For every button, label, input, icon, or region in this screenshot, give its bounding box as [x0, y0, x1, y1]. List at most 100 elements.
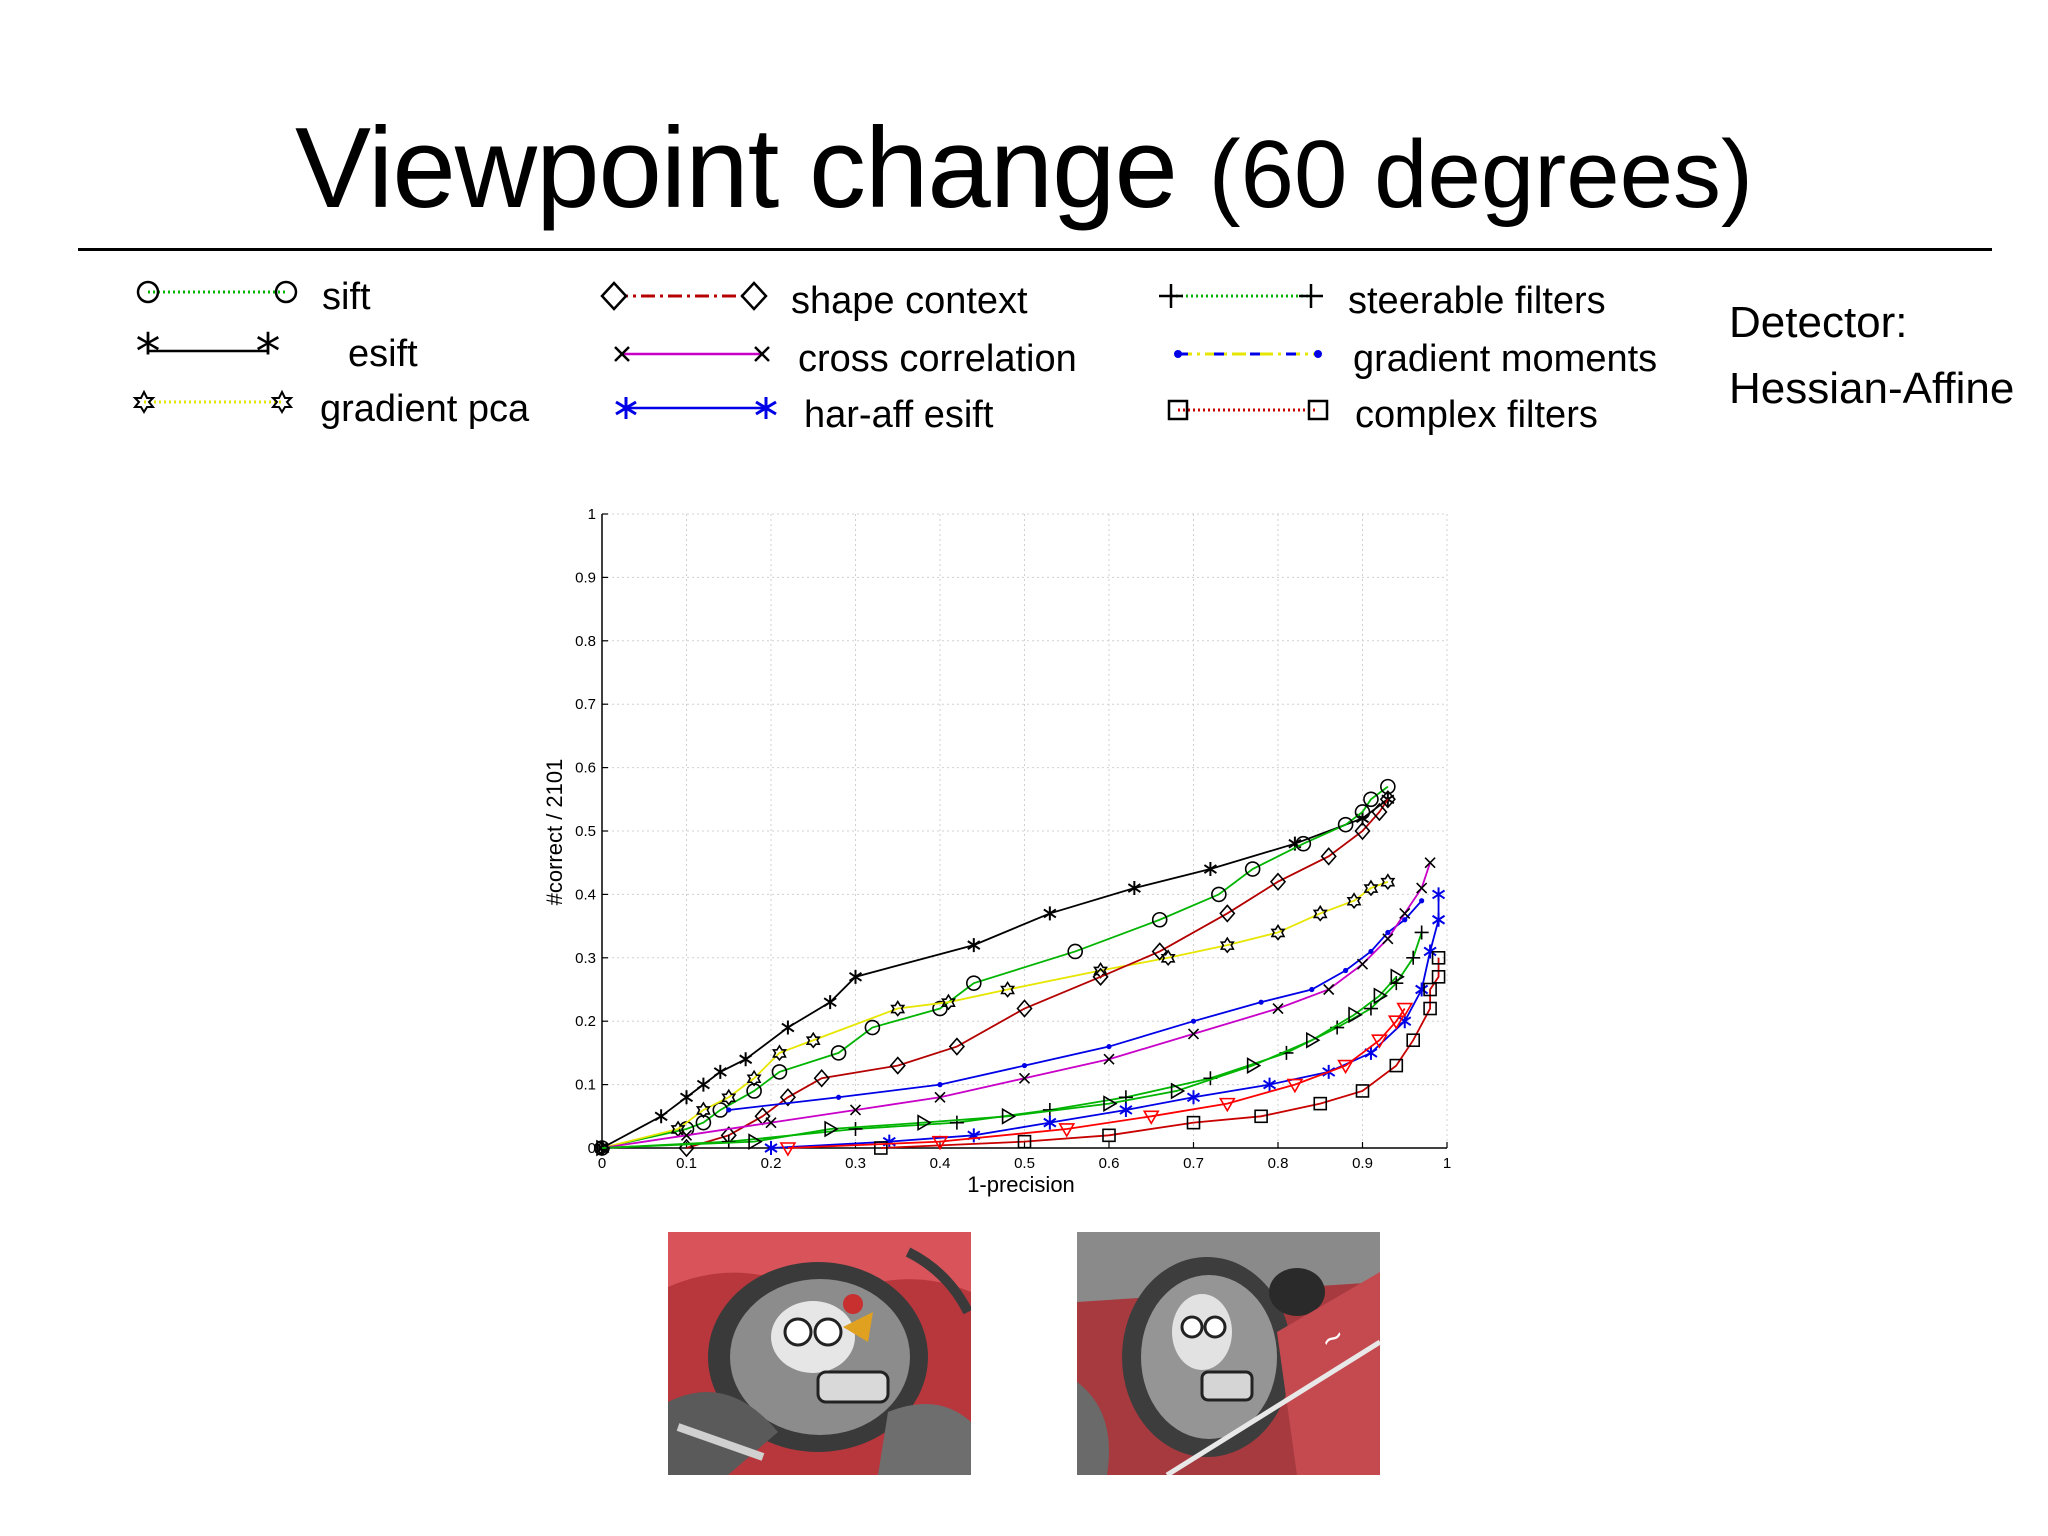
data-point-triangles-down	[779, 1142, 797, 1157]
data-point-gradient-pca	[721, 1088, 737, 1106]
series-line-complex-filters	[880, 957, 1440, 1149]
data-point-sift	[864, 1019, 881, 1036]
y-tick-label: 0.2	[575, 1013, 596, 1030]
data-point-triangles-down	[1058, 1123, 1076, 1138]
y-tick-label: 0.9	[575, 569, 596, 586]
data-point-steerable-filters	[1118, 1090, 1133, 1105]
data-point-shape-context	[1371, 802, 1388, 822]
data-point-cross-correlation	[1103, 1053, 1115, 1065]
legend-swatch-gradient-moments	[1174, 350, 1322, 358]
legend-label-sift: sift	[322, 276, 371, 318]
series-line-gradient-moments	[728, 900, 1423, 1111]
data-point-shape-context	[1092, 967, 1109, 987]
data-point-esift	[823, 995, 837, 1010]
data-point-gradient-pca	[940, 993, 956, 1011]
data-point-complex-filters-triangles	[1246, 1057, 1262, 1074]
data-point-har-aff-esift	[1186, 1090, 1201, 1105]
slide-title: Viewpoint change (60 degrees)	[0, 112, 2048, 226]
data-point-har-aff-esift	[1119, 1102, 1133, 1117]
data-point-gradient-moments	[1402, 917, 1408, 923]
data-point-gradient-pca	[1160, 949, 1176, 967]
series-line-har-aff-esift	[770, 894, 1440, 1149]
data-point-complex-filters-triangles	[824, 1120, 839, 1138]
x-tick-label: 0	[598, 1155, 606, 1172]
data-point-esift	[1203, 862, 1217, 877]
data-point-steerable-filters	[949, 1115, 964, 1130]
legend-label-gradient-moments: gradient moments	[1353, 338, 1658, 380]
detector-value: Hessian-Affine	[1729, 364, 2015, 413]
data-point-steerable-filters	[1414, 925, 1429, 940]
data-point-har-aff-esift	[1431, 912, 1446, 927]
data-point-cross-correlation	[765, 1117, 777, 1129]
svg-text:*: *	[136, 323, 161, 381]
data-point-sift	[1211, 886, 1227, 903]
data-point-esift	[654, 1109, 668, 1124]
data-point-cross-correlation	[680, 1129, 693, 1141]
legend-swatch-gradient-pca	[132, 389, 294, 414]
data-point-sift	[1151, 911, 1168, 928]
series-line-sift	[601, 785, 1389, 1149]
data-point-esift	[967, 938, 981, 953]
data-point-cross-correlation	[934, 1091, 946, 1103]
data-point-shape-context	[1151, 942, 1168, 961]
data-point-shape-context	[1379, 790, 1396, 809]
data-point-complex-filters-triangles	[1373, 987, 1388, 1005]
data-point-complex-filters-triangles	[1103, 1095, 1118, 1113]
legend-label-steerable-filters: steerable filters	[1348, 280, 1606, 322]
data-point-gradient-moments	[1258, 999, 1264, 1005]
data-point-gradient-pca	[1380, 873, 1396, 890]
x-tick-label: 0.4	[930, 1155, 951, 1172]
y-tick-label: 1	[588, 506, 596, 523]
data-point-gradient-moments	[836, 1094, 842, 1100]
data-point-gradient-moments	[1309, 986, 1315, 993]
data-point-gradient-moments	[1021, 1062, 1028, 1069]
slide-title-sub: (60 degrees)	[1208, 121, 1753, 228]
x-tick-label: 0.1	[676, 1155, 697, 1172]
legend-label-cross-correlation: cross correlation	[798, 338, 1077, 380]
data-point-gradient-moments	[1106, 1043, 1112, 1050]
data-point-esift	[1043, 906, 1057, 921]
data-point-sift	[695, 1114, 712, 1131]
data-point-sift	[1363, 791, 1379, 808]
x-tick-label: 0.6	[1099, 1155, 1120, 1172]
data-point-cross-correlation	[1187, 1028, 1200, 1040]
data-point-cross-correlation	[1323, 983, 1335, 996]
series-line-gradient-pca	[601, 880, 1389, 1149]
legend-label-shape-context: shape context	[791, 280, 1028, 322]
data-point-shape-context	[1320, 847, 1337, 866]
y-tick-label: 0.5	[575, 823, 596, 840]
data-point-triangles-down	[1337, 1059, 1354, 1075]
x-tick-label: 0.7	[1183, 1155, 1204, 1172]
data-point-gradient-pca	[771, 1044, 787, 1062]
data-point-cross-correlation	[1356, 958, 1369, 970]
legend: sift * * esift gradient pca shape contex…	[0, 0, 2048, 460]
data-point-sift	[1380, 778, 1396, 795]
graffiti-image-viewpoint: ~	[1077, 1232, 1380, 1475]
x-axis-label: 1-precision	[967, 1172, 1075, 1197]
data-point-complex-filters	[1423, 1001, 1437, 1016]
x-tick-label: 0.2	[761, 1155, 782, 1172]
data-point-shape-context	[1354, 821, 1371, 841]
detector-label: Detector:	[1729, 298, 1908, 347]
data-point-esift	[739, 1052, 753, 1067]
data-point-complex-filters	[1186, 1115, 1201, 1130]
data-point-esift	[781, 1020, 795, 1035]
data-point-sift	[1244, 861, 1261, 877]
data-point-esift	[713, 1064, 727, 1079]
data-point-shape-context	[889, 1056, 906, 1075]
legend-swatch-har-aff-esift	[615, 397, 777, 419]
x-tick-label: 0.9	[1352, 1155, 1373, 1172]
y-tick-label: 0.7	[575, 696, 596, 713]
legend-swatch-shape-context	[600, 281, 768, 311]
y-axis-label: #correct / 2101	[542, 759, 567, 906]
data-point-complex-filters	[1431, 950, 1446, 965]
data-point-shape-context	[1219, 904, 1236, 923]
legend-label-esift: esift	[348, 333, 418, 375]
y-tick-label: 0.6	[575, 760, 596, 777]
data-point-complex-filters-triangles	[917, 1114, 932, 1132]
data-point-har-aff-esift	[1431, 887, 1446, 902]
data-point-gradient-pca	[1219, 936, 1235, 954]
data-point-complex-filters-triangles	[1306, 1031, 1321, 1049]
y-tick-label: 0.4	[575, 886, 596, 903]
